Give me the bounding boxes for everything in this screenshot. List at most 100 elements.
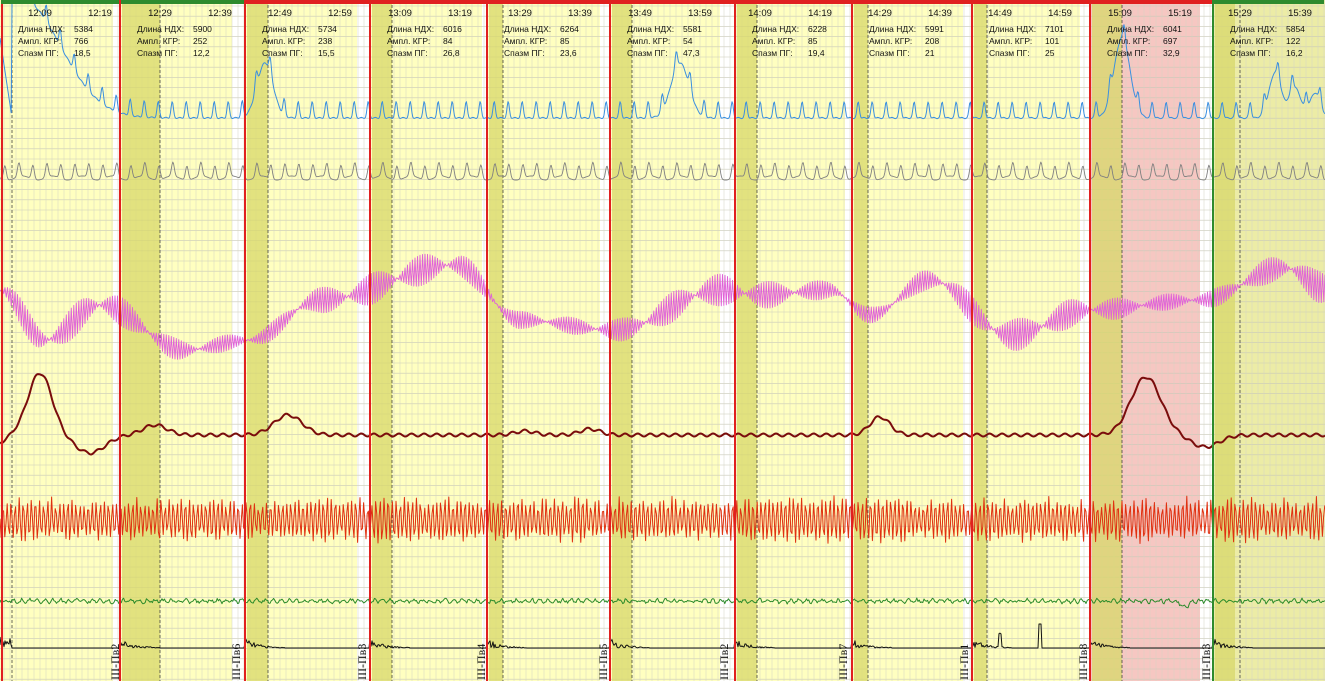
stat-value: 697	[1163, 36, 1177, 46]
segment-top-bar	[1091, 0, 1212, 4]
segment-top-bars	[1, 0, 1324, 4]
series-gray	[0, 161, 1325, 181]
stat-value: 25	[1045, 48, 1055, 58]
traces	[0, 1, 1325, 649]
segment-gap	[720, 0, 735, 681]
segment-borders	[1, 0, 1214, 681]
time-label: 15:39	[1288, 8, 1312, 19]
series-blue	[0, 1, 1325, 120]
segment-gap	[845, 0, 852, 681]
series-magenta	[0, 253, 1325, 360]
stat-label: Спазм ПГ:	[262, 48, 303, 58]
time-label: 14:29	[868, 8, 892, 19]
stimulus-band	[612, 0, 632, 681]
stat-label: Спазм ПГ:	[504, 48, 545, 58]
stat-label: Ампл. КГР:	[504, 36, 547, 46]
stat-value: 252	[193, 36, 207, 46]
time-label: 13:49	[628, 8, 652, 19]
segment-top-bar	[371, 0, 486, 4]
stat-label: Длина НДХ:	[18, 24, 65, 34]
segment-label: III-Пв2	[717, 644, 731, 680]
stat-value: 6016	[443, 24, 462, 34]
stimulus-band	[489, 0, 503, 681]
time-label: 15:19	[1168, 8, 1192, 19]
stimulus-band	[974, 0, 987, 681]
stat-value: 54	[683, 36, 693, 46]
segment-gap	[482, 0, 487, 681]
minute-markers	[11, 0, 1241, 681]
stat-value: 26,8	[443, 48, 460, 58]
segment-gap	[1080, 0, 1090, 681]
segment-gap	[1200, 0, 1213, 681]
stat-label: Ампл. КГР:	[262, 36, 305, 46]
stat-value: 15,5	[318, 48, 335, 58]
stat-value: 12,2	[193, 48, 210, 58]
stat-value: 85	[808, 36, 818, 46]
stat-label: Ампл. КГР:	[752, 36, 795, 46]
stat-label: Длина НДХ:	[627, 24, 674, 34]
segment-label: III-Пв3	[355, 644, 369, 680]
stat-label: Ампл. КГР:	[387, 36, 430, 46]
stat-label: Ампл. КГР:	[869, 36, 912, 46]
stimulus-band	[854, 0, 868, 681]
time-label: 12:49	[268, 8, 292, 19]
stat-label: Длина НДХ:	[869, 24, 916, 34]
stat-label: Спазм ПГ:	[387, 48, 428, 58]
time-label: 13:09	[388, 8, 412, 19]
stat-label: Ампл. КГР:	[1107, 36, 1150, 46]
segment-background	[852, 0, 972, 681]
segment-top-bar	[736, 0, 851, 4]
stat-label: Длина НДХ:	[1230, 24, 1277, 34]
stat-label: Длина НДХ:	[752, 24, 799, 34]
stimulus-band	[737, 0, 757, 681]
time-label: 13:59	[688, 8, 712, 19]
segment-gap	[600, 0, 610, 681]
stimulus-band	[1215, 0, 1235, 681]
stat-label: Ампл. КГР:	[989, 36, 1032, 46]
time-label: 14:39	[928, 8, 952, 19]
stat-value: 21	[925, 48, 935, 58]
series-dark-red	[0, 373, 1325, 456]
stat-label: Ампл. КГР:	[137, 36, 180, 46]
segment-top-bar	[121, 0, 244, 4]
stat-value: 6228	[808, 24, 827, 34]
stat-label: Длина НДХ:	[989, 24, 1036, 34]
stat-label: Спазм ПГ:	[137, 48, 178, 58]
stat-value: 5581	[683, 24, 702, 34]
time-label: 12:39	[208, 8, 232, 19]
stat-label: Спазм ПГ:	[18, 48, 59, 58]
stat-label: Длина НДХ:	[137, 24, 184, 34]
stat-value: 6041	[1163, 24, 1182, 34]
time-label: 13:39	[568, 8, 592, 19]
stat-value: 5854	[1286, 24, 1305, 34]
segment-label: III-Пв6	[229, 644, 243, 680]
segment-label: III-Пв8	[1076, 644, 1090, 680]
segment-label: III-Пв3	[1199, 644, 1213, 680]
time-label: 15:09	[1108, 8, 1132, 19]
segment-labels: III-Пв2 III-Пв6 III-Пв3 III-Пв4 III-Пв5 III-П…	[108, 644, 1213, 680]
time-label: 13:19	[448, 8, 472, 19]
stat-label: Спазм ПГ:	[627, 48, 668, 58]
stat-label: Спазм ПГ:	[989, 48, 1030, 58]
segment-stats: Длина НДХ: 5384 Ампл. КГР: 766 Спазм ПГ: 18,5…	[18, 24, 1305, 58]
segment-top-bar	[853, 0, 971, 4]
stat-value: 766	[74, 36, 88, 46]
stat-value: 5734	[318, 24, 337, 34]
stat-value: 5991	[925, 24, 944, 34]
segment-label: III-Пв1	[957, 644, 971, 680]
stat-label: Длина НДХ:	[387, 24, 434, 34]
series-red	[0, 495, 1325, 544]
time-labels: 12:09 12:19 12:29 12:39 12:49 12:59 13:09 13:19…	[28, 8, 1312, 19]
segment-top-bar	[246, 0, 369, 4]
series-black	[0, 623, 1325, 649]
stat-label: Длина НДХ:	[1107, 24, 1154, 34]
stat-label: Длина НДХ:	[504, 24, 551, 34]
segment-gap	[963, 0, 972, 681]
time-label: 14:59	[1048, 8, 1072, 19]
segment-label: III-Пв7	[836, 644, 850, 680]
time-label: 12:09	[28, 8, 52, 19]
segment-top-bar	[611, 0, 734, 4]
time-label: 14:19	[808, 8, 832, 19]
